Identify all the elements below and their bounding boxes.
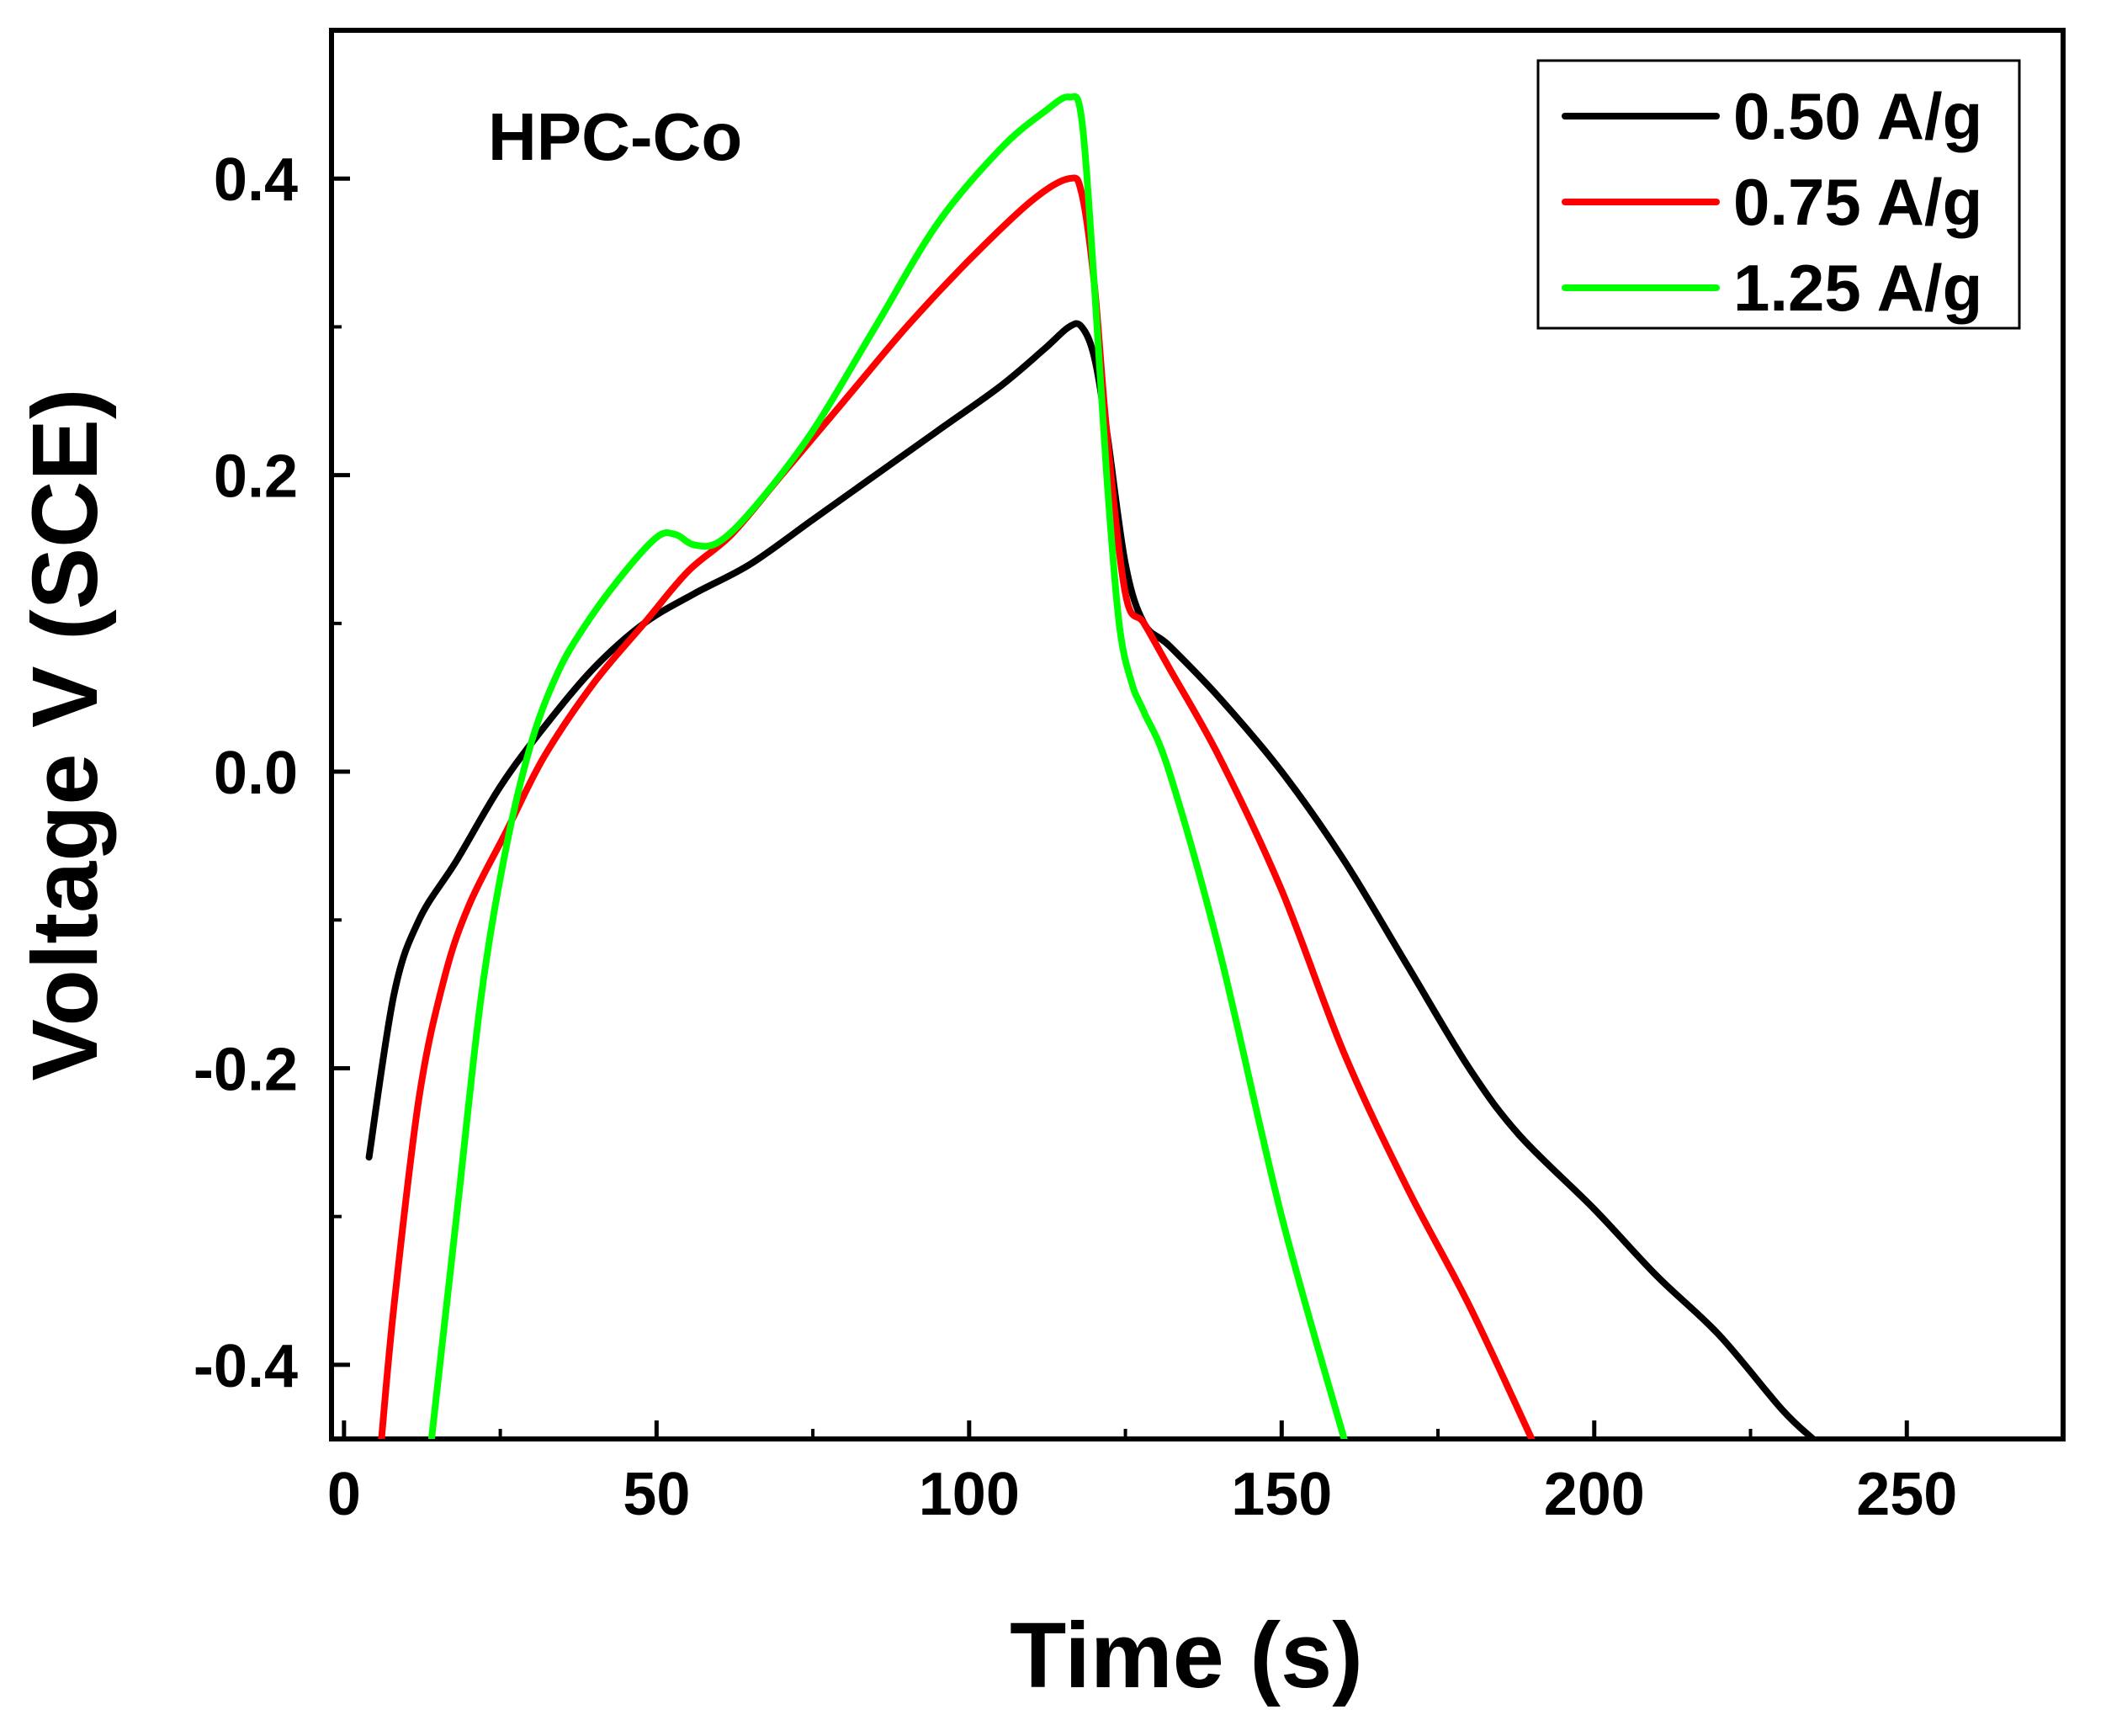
x-tick-label-2: 100 <box>919 1461 1020 1528</box>
y-tick-label-3: 0.2 <box>214 443 298 511</box>
x-tick-label-1: 50 <box>623 1461 690 1528</box>
series-line-0 <box>365 320 1817 1439</box>
series-group <box>365 93 1817 1439</box>
legend-box <box>1536 59 2021 330</box>
y-axis-title: Voltage V (SCE) <box>13 388 117 1080</box>
legend-label-2: 1.25 A/g <box>1733 251 1982 325</box>
y-tick-label-4: 0.4 <box>214 146 298 214</box>
x-tick-label-0: 0 <box>327 1461 361 1528</box>
y-tick-label-1: -0.2 <box>194 1036 298 1103</box>
y-tick-label-0: -0.4 <box>194 1333 298 1400</box>
plot-frame <box>329 28 2066 1441</box>
x-tick-label-4: 200 <box>1544 1461 1645 1528</box>
axis-ticks: 0 50 100 150 200 250 -0.4 -0.2 0.0 0.2 0.4 <box>194 146 1957 1528</box>
legend: 0.50 A/g 0.75 A/g 1.25 A/g <box>1536 59 2021 330</box>
x-tick-label-3: 150 <box>1231 1461 1332 1528</box>
x-tick-label-5: 250 <box>1856 1461 1957 1528</box>
x-axis-title: Time (s) <box>1010 1604 1363 1707</box>
legend-label-0: 0.50 A/g <box>1733 79 1982 153</box>
legend-label-1: 0.75 A/g <box>1733 165 1982 239</box>
series-line-1 <box>378 174 1536 1439</box>
y-tick-label-2: 0.0 <box>214 740 298 807</box>
series-line-2 <box>427 93 1348 1439</box>
annotation-label: HPC-Co <box>488 99 742 174</box>
